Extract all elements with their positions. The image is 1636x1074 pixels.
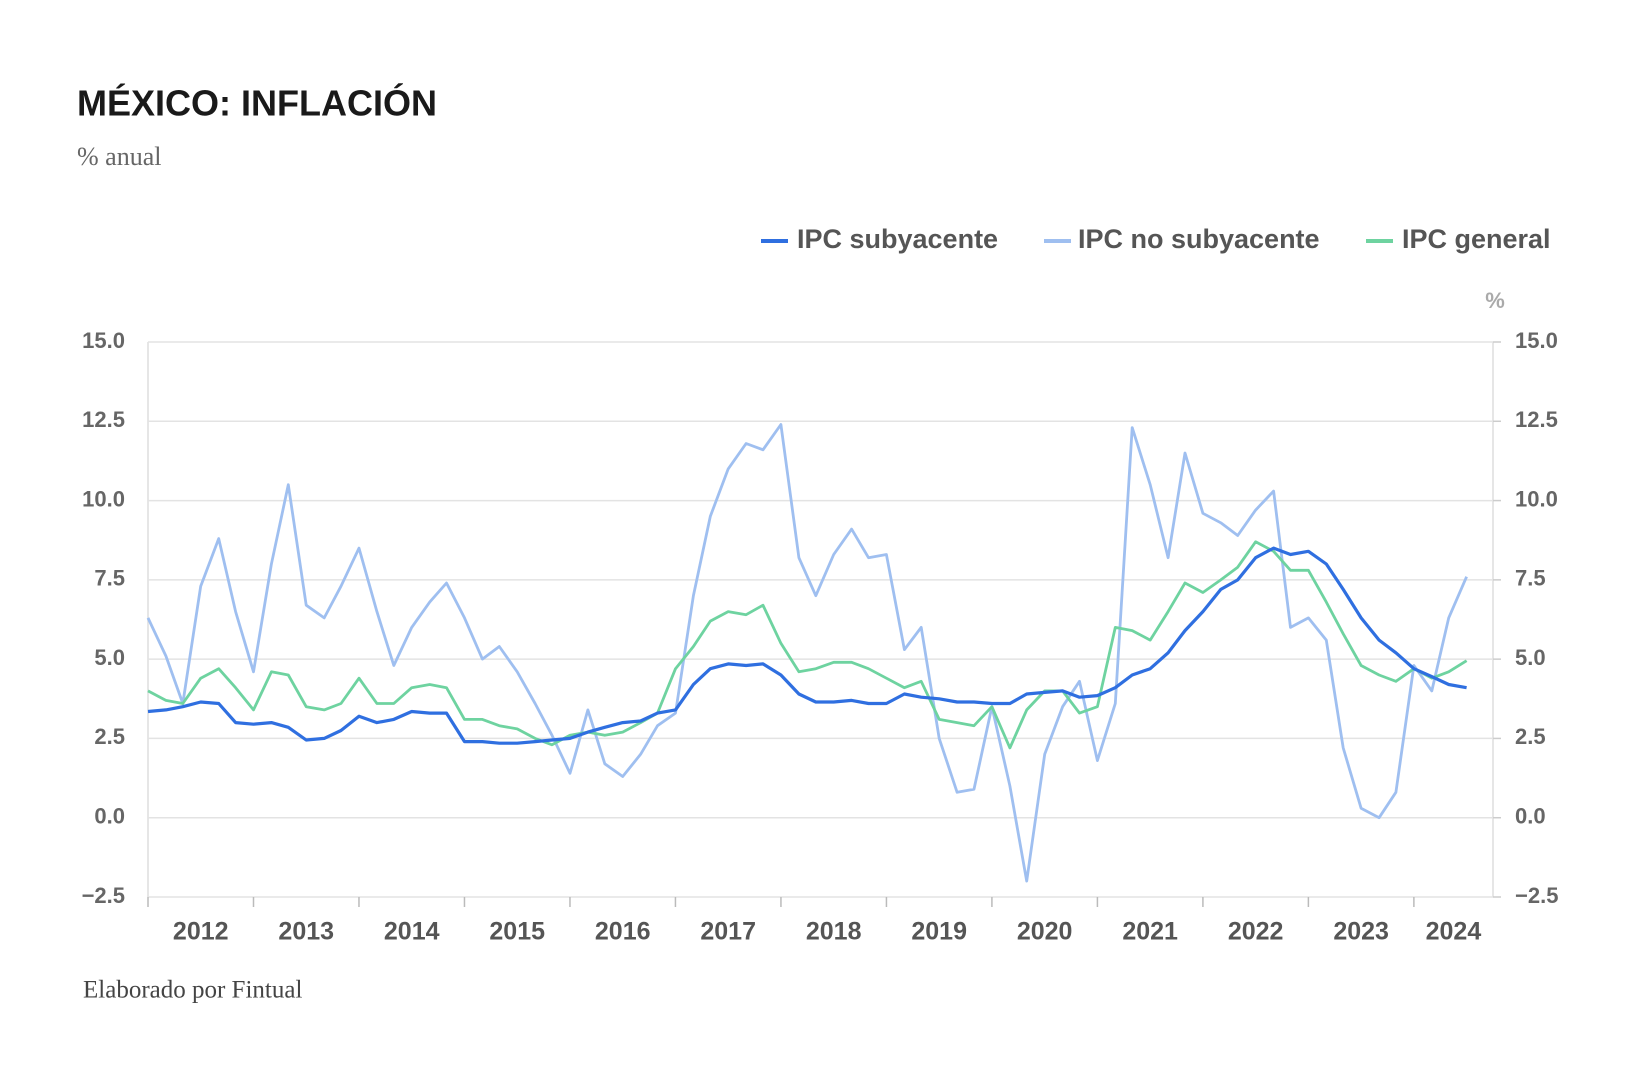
source-note: Elaborado por Fintual xyxy=(83,977,302,1004)
y2-tick-label: 10.0 xyxy=(1515,486,1558,511)
chart-title: MÉXICO: INFLACIÓN xyxy=(77,82,437,124)
y-tick-label: 10.0 xyxy=(82,486,125,511)
y-tick-label: 0.0 xyxy=(94,804,125,829)
x-tick-label: 2016 xyxy=(595,918,651,946)
y2-tick-label: 7.5 xyxy=(1515,566,1546,591)
x-tick-label: 2019 xyxy=(911,918,967,946)
x-tick-label: 2024 xyxy=(1426,918,1482,946)
y2-tick-label: 12.5 xyxy=(1515,407,1558,432)
x-tick-label: 2017 xyxy=(700,918,756,946)
x-tick-label: 2012 xyxy=(173,918,229,946)
y-tick-label: 12.5 xyxy=(82,407,125,432)
plot-area xyxy=(146,423,1468,883)
y-tick-label: 2.5 xyxy=(94,724,125,749)
y-tick-label: −2.5 xyxy=(82,883,125,908)
grid xyxy=(148,341,1493,898)
y2-axis-label: % xyxy=(1485,288,1505,313)
y2-tick-label: 15.0 xyxy=(1515,328,1558,353)
x-tick-label: 2015 xyxy=(489,918,545,946)
y-tick-label: 15.0 xyxy=(82,328,125,353)
x-tick-label: 2018 xyxy=(806,918,862,946)
series-line xyxy=(146,423,1468,883)
x-tick-label: 2022 xyxy=(1228,918,1284,946)
x-tick-label: 2023 xyxy=(1333,918,1389,946)
y2-tick-label: 5.0 xyxy=(1515,645,1546,670)
legend-label: IPC general xyxy=(1402,224,1551,254)
legend-label: IPC subyacente xyxy=(797,224,998,254)
y2-tick-label: −2.5 xyxy=(1515,883,1558,908)
legend-label: IPC no subyacente xyxy=(1078,224,1320,254)
x-tick-label: 2021 xyxy=(1122,918,1178,946)
x-tick-label: 2013 xyxy=(278,918,334,946)
chart-subtitle: % anual xyxy=(77,142,161,171)
y2-tick-label: 0.0 xyxy=(1515,804,1546,829)
series-line xyxy=(147,546,1467,745)
series-line xyxy=(147,540,1468,750)
x-tick-label: 2020 xyxy=(1017,918,1073,946)
y2-tick-label: 2.5 xyxy=(1515,724,1546,749)
x-tick-label: 2014 xyxy=(384,918,440,946)
y-tick-label: 5.0 xyxy=(94,645,125,670)
y-tick-label: 7.5 xyxy=(94,566,125,591)
